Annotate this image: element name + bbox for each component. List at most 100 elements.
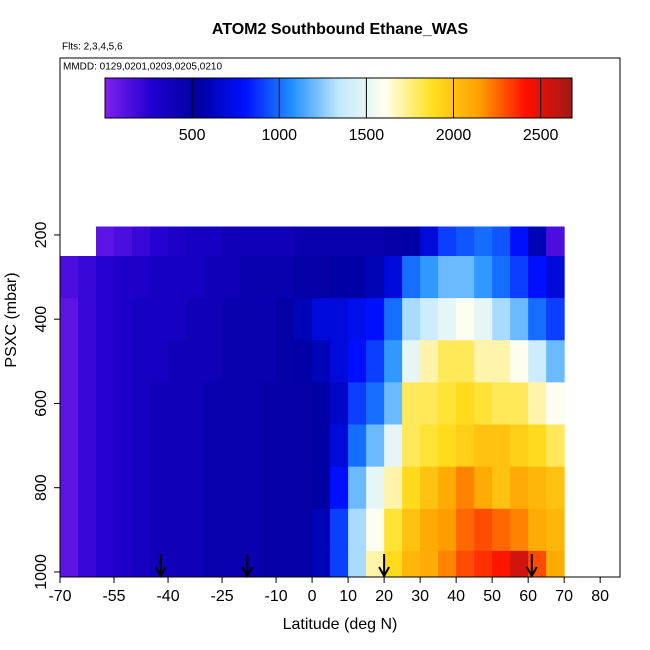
x-tick-label: -10	[265, 588, 288, 605]
heat-cell	[474, 226, 493, 257]
heat-cell	[258, 508, 277, 552]
x-tick-label: -70	[48, 588, 71, 605]
heat-cell	[222, 298, 241, 341]
heat-cell	[384, 508, 403, 552]
heat-cell	[150, 226, 169, 257]
heat-cell	[186, 508, 205, 552]
arrow-head	[241, 566, 254, 579]
x-axis-label: Latitude (deg N)	[283, 616, 398, 633]
heat-cell	[474, 255, 493, 299]
heat-cell	[294, 382, 313, 426]
heat-cell	[204, 508, 223, 552]
heat-cell	[276, 424, 295, 468]
heat-cell	[204, 255, 223, 299]
heat-cell	[402, 255, 421, 299]
heat-cell	[186, 550, 205, 577]
heat-cell	[240, 298, 259, 341]
heat-cell	[474, 508, 493, 552]
heat-cell	[276, 298, 295, 341]
heat-cell	[96, 508, 115, 552]
heat-cell	[330, 226, 349, 257]
x-tick-label: -25	[210, 588, 233, 605]
heat-cell	[150, 255, 169, 299]
heat-cell	[150, 508, 169, 552]
heat-cell	[276, 340, 295, 383]
heat-cell	[132, 382, 151, 426]
heat-cell	[546, 550, 565, 577]
heat-cell	[60, 424, 79, 468]
heat-cell	[78, 508, 97, 552]
heat-cell	[366, 298, 385, 341]
heat-cell	[348, 298, 367, 341]
heat-cell	[438, 382, 457, 426]
heat-cell	[420, 226, 439, 257]
heat-cell	[492, 466, 511, 510]
heat-cell	[420, 550, 439, 577]
heat-cell	[456, 466, 475, 510]
heat-cell	[150, 466, 169, 510]
flight-arrow	[241, 554, 254, 579]
heat-cell	[312, 424, 331, 468]
heat-cell	[276, 508, 295, 552]
heat-cell	[312, 508, 331, 552]
heat-cell	[546, 255, 565, 299]
heat-cell	[114, 255, 133, 299]
y-tick-label: 400	[33, 306, 50, 333]
heat-cell	[492, 508, 511, 552]
heat-cell	[114, 382, 133, 426]
heat-cell	[492, 382, 511, 426]
heat-cell	[60, 466, 79, 510]
heat-cell	[78, 424, 97, 468]
heat-cell	[510, 466, 529, 510]
heat-cell	[276, 550, 295, 577]
heat-cell	[150, 382, 169, 426]
heat-cell	[186, 298, 205, 341]
heat-cell	[294, 508, 313, 552]
heat-cell	[492, 298, 511, 341]
heat-cell	[204, 424, 223, 468]
y-tick-label: 800	[33, 474, 50, 501]
heat-cell	[168, 340, 187, 383]
y-tick-label: 200	[33, 221, 50, 248]
heat-cell	[150, 298, 169, 341]
heat-cell	[546, 226, 565, 257]
heat-cell	[204, 298, 223, 341]
arrow-head	[525, 566, 538, 579]
heat-cell	[312, 255, 331, 299]
heat-cell	[438, 508, 457, 552]
heat-cell	[186, 466, 205, 510]
heat-cell	[330, 550, 349, 577]
x-tick-label: 20	[375, 588, 393, 605]
heat-cell	[546, 340, 565, 383]
heat-cell	[258, 255, 277, 299]
y-tick-label: 600	[33, 390, 50, 417]
heat-cell	[114, 340, 133, 383]
heat-cell	[348, 466, 367, 510]
x-tick-label: 80	[591, 588, 609, 605]
heat-cell	[546, 424, 565, 468]
heat-cell	[420, 424, 439, 468]
heat-cell	[150, 424, 169, 468]
heat-cell	[114, 466, 133, 510]
heat-cell	[186, 255, 205, 299]
heat-cell	[222, 226, 241, 257]
heat-cell	[294, 550, 313, 577]
heat-cell	[168, 255, 187, 299]
x-tick-label: 50	[483, 588, 501, 605]
heat-cell	[348, 226, 367, 257]
heat-cell	[366, 424, 385, 468]
heat-cell	[420, 466, 439, 510]
heat-cell	[132, 298, 151, 341]
heat-cell	[528, 550, 547, 577]
x-tick-label: 0	[308, 588, 317, 605]
heat-cell	[492, 550, 511, 577]
heat-cell	[510, 226, 529, 257]
heat-cell	[384, 226, 403, 257]
heat-cell	[132, 226, 151, 257]
heat-cell	[114, 226, 133, 257]
heat-cell	[528, 466, 547, 510]
heat-cell	[294, 255, 313, 299]
flight-arrow	[154, 554, 167, 579]
colorbar-tick-label: 2500	[523, 127, 559, 144]
heat-cell	[294, 340, 313, 383]
